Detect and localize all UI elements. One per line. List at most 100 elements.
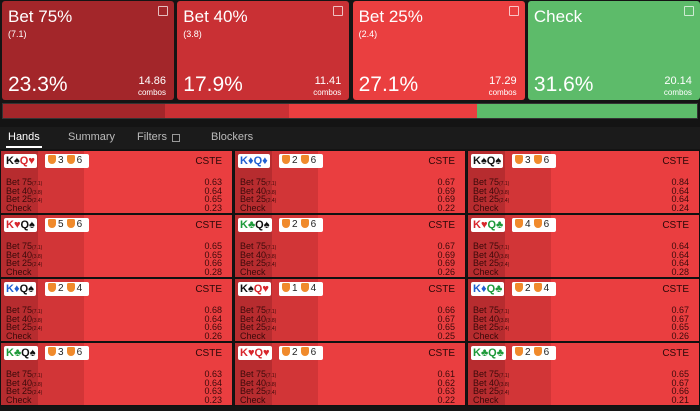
- row-label: Check: [240, 394, 266, 405]
- action-card[interactable]: Bet 25% (2.4) 27.1% 17.29 combos: [352, 1, 525, 100]
- hand-cell[interactable]: K♠Q♥ 3 6 CSTE Bet 75(7.1) 0.63 Bet 40(3.8) 0.64…: [0, 150, 233, 214]
- hand-cell[interactable]: K♣Q♣ 2 6 CSTE Bet 75(7.1) 0.65 Bet 40(3.8) 0.67…: [467, 342, 700, 406]
- row-value: 0.23: [204, 394, 222, 405]
- row-name: Check: [473, 330, 499, 341]
- row-label: Bet 40(3.8): [473, 250, 510, 262]
- badge-value: 4: [76, 283, 83, 294]
- row-name: Bet 75: [6, 305, 33, 315]
- tab[interactable]: Summary: [68, 131, 116, 143]
- tab[interactable]: Hands: [6, 131, 42, 148]
- hand-cell[interactable]: K♦Q♣ 2 4 CSTE Bet 75(7.1) 0.67 Bet 40(3.8) 0.67…: [467, 278, 700, 342]
- card: Q♠: [255, 219, 270, 231]
- row-value: 0.63: [204, 177, 222, 187]
- row-label: Bet 40(3.8): [6, 378, 42, 390]
- row-label: Bet 75(7.1): [240, 306, 276, 317]
- row-size: (3.8): [266, 381, 277, 388]
- tab-bar: Hands Summary Filters Blockers: [0, 127, 700, 149]
- action-name: Check: [533, 7, 583, 26]
- combos-unit: combos: [488, 88, 517, 97]
- action-card[interactable]: Bet 40% (3.8) 17.9% 11.41 combos: [177, 1, 350, 100]
- card: Q♠: [19, 283, 34, 295]
- row-name: Bet 40: [240, 313, 267, 324]
- hand-tag: CSTE: [662, 220, 689, 231]
- row-label: Bet 25(2.4): [473, 387, 509, 398]
- card: K♥: [6, 219, 21, 231]
- row-name: Check: [240, 266, 266, 277]
- row-label: Bet 75(7.1): [473, 370, 509, 381]
- row-size: (3.8): [266, 317, 277, 324]
- tab[interactable]: Filters: [137, 131, 167, 143]
- row-name: Bet 25: [473, 194, 500, 205]
- row-name: Bet 40: [240, 377, 267, 388]
- badge-value: 4: [543, 283, 550, 294]
- frequency-strip: [2, 103, 698, 119]
- combos-unit: combos: [663, 88, 692, 97]
- card: K♥: [240, 347, 255, 359]
- hand-cell[interactable]: K♣Q♠ 3 6 CSTE Bet 75(7.1) 0.63 Bet 40(3.8) 0.64…: [0, 342, 233, 406]
- badge-value: 6: [76, 155, 83, 166]
- row-value: 0.28: [204, 266, 222, 277]
- hand-cell[interactable]: K♠Q♠ 3 6 CSTE Bet 75(7.1) 0.84 Bet 40(3.8) 0.64…: [467, 150, 700, 214]
- badge-value: 1: [292, 283, 298, 294]
- hand-cell[interactable]: K♦Q♠ 2 4 CSTE Bet 75(7.1) 0.68 Bet 40(3.8) 0.64…: [0, 278, 233, 342]
- hand-cell[interactable]: K♥Q♣ 4 6 CSTE Bet 75(7.1) 0.64 Bet 40(3.8) 0.64…: [467, 214, 700, 278]
- hand-cell[interactable]: K♣Q♠ 2 6 CSTE Bet 75(7.1) 0.67 Bet 40(3.8) 0.69…: [234, 214, 466, 278]
- row-size: (7.1): [266, 181, 277, 187]
- row-value: 0.64: [204, 185, 222, 196]
- row-value: 0.68: [204, 305, 222, 315]
- row-name: Bet 75: [473, 177, 500, 187]
- row-label: Bet 75(7.1): [473, 178, 509, 189]
- row-value: 0.62: [437, 377, 455, 388]
- hand-cell[interactable]: K♠Q♥ 1 4 CSTE Bet 75(7.1) 0.66 Bet 40(3.8) 0.67…: [234, 278, 466, 342]
- row-name: Bet 40: [6, 313, 33, 324]
- row-value: 0.24: [671, 202, 689, 213]
- row-value: 0.21: [671, 394, 689, 405]
- card: Q♣: [487, 219, 504, 231]
- card: Q♥: [253, 283, 269, 295]
- action-card[interactable]: Bet 75% (7.1) 23.3% 14.86 combos: [2, 1, 174, 100]
- row-value: 0.26: [204, 330, 222, 341]
- row-name: Bet 25: [240, 194, 267, 205]
- row-label: Bet 25(2.4): [240, 387, 276, 398]
- row-name: Check: [240, 394, 266, 405]
- row-size: (3.8): [499, 253, 510, 260]
- row-label: Check: [6, 203, 32, 213]
- hand-cell[interactable]: K♥Q♥ 2 6 CSTE Bet 75(7.1) 0.61 Bet 40(3.8) 0.62…: [234, 342, 466, 406]
- action-size: (7.1): [8, 29, 27, 39]
- row-label: Bet 25(2.4): [6, 323, 42, 334]
- badge-value: 2: [292, 347, 298, 358]
- action-card[interactable]: Check 31.6% 20.14 combos: [527, 1, 700, 100]
- row-name: Bet 75: [6, 369, 33, 379]
- tab[interactable]: Blockers: [211, 131, 254, 143]
- card: K♠: [6, 155, 20, 167]
- row-value: 0.69: [437, 194, 455, 205]
- badge-value: 6: [310, 219, 317, 230]
- row-size: (2.4): [266, 390, 277, 397]
- action-name: Bet 25%: [358, 7, 423, 26]
- hand-cell[interactable]: K♥Q♠ 5 6 CSTE Bet 75(7.1) 0.65 Bet 40(3.8) 0.65…: [0, 214, 233, 278]
- row-value: 0.64: [671, 241, 689, 251]
- hand-cards: K♥Q♥: [238, 346, 272, 360]
- badge-value: 4: [310, 283, 317, 294]
- row-value: 0.61: [437, 369, 455, 379]
- row-value: 0.63: [204, 386, 222, 397]
- row-label: Check: [240, 203, 266, 213]
- combos-unit: combos: [313, 88, 342, 97]
- row-value: 0.66: [204, 258, 222, 269]
- card: Q♦: [253, 155, 268, 167]
- row-value: 0.65: [671, 369, 689, 379]
- frequency-segment: [289, 104, 478, 118]
- hand-tag: CSTE: [195, 284, 222, 295]
- row-size: (7.1): [499, 181, 510, 187]
- hand-cards: K♣Q♣: [471, 346, 506, 360]
- action-frequency: 23.3%: [8, 73, 68, 96]
- row-name: Bet 75: [473, 241, 500, 251]
- row-value: 0.65: [437, 322, 455, 333]
- row-size: (2.4): [266, 198, 277, 205]
- row-label: Bet 40(3.8): [240, 313, 277, 326]
- row-value: 0.84: [671, 177, 689, 187]
- hand-cell[interactable]: K♦Q♦ 2 6 CSTE Bet 75(7.1) 0.67 Bet 40(3.8) 0.69…: [234, 150, 466, 214]
